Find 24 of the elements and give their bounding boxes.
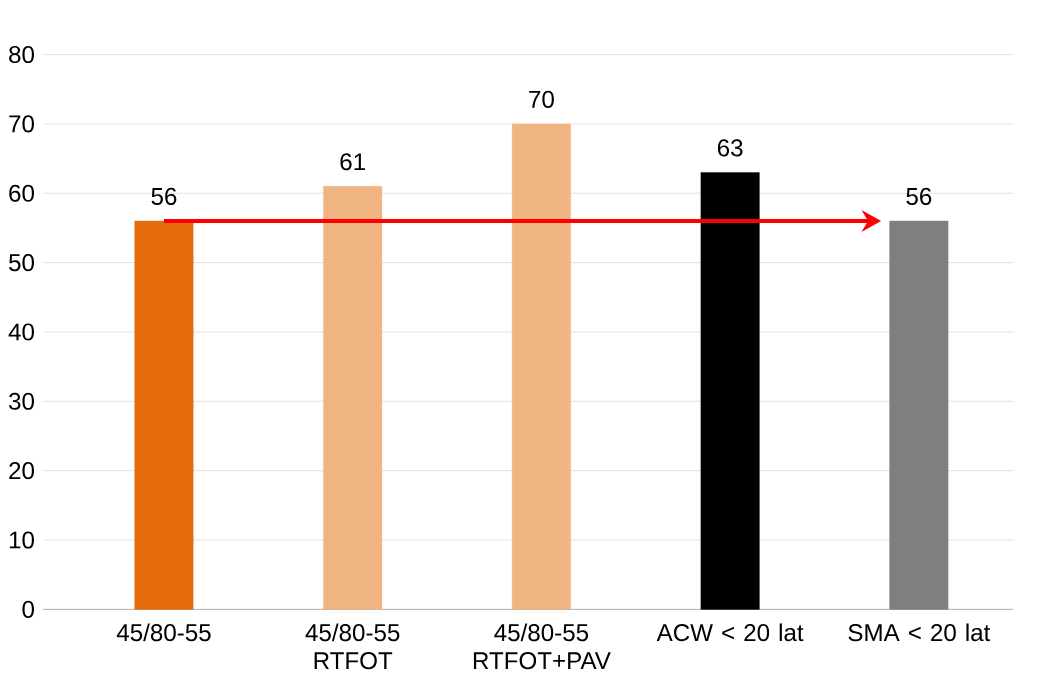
y-tick-label: 50 [9,254,34,272]
data-label: 61 [340,153,365,171]
data-label: 63 [717,139,743,157]
y-tick-label: 30 [8,392,34,410]
y-tick-label: 0 [22,600,34,618]
x-tick-label: 45/80-55 RTFOT+PAV [473,623,611,670]
bar [511,123,571,610]
x-tick-label: 45/80-55 [116,623,211,642]
y-tick-label: 80 [9,46,34,64]
y-tick-label: 40 [8,323,34,341]
x-tick-label: 45/80-55 RTFOT [305,623,400,670]
y-tick-label: 10 [9,531,34,549]
y-tick-label: 70 [9,115,34,133]
y-tick-label: 60 [9,184,34,202]
bar [323,186,383,610]
y-tick-label: 20 [9,462,34,480]
bar [889,220,949,610]
data-label: 70 [529,90,554,108]
x-tick-label: SMA < 20 lat [848,623,991,642]
bar [700,172,760,610]
data-label: 56 [906,187,932,206]
bar [134,220,194,610]
x-tick-label: ACW < 20 lat [656,623,804,642]
data-label: 56 [151,187,177,206]
